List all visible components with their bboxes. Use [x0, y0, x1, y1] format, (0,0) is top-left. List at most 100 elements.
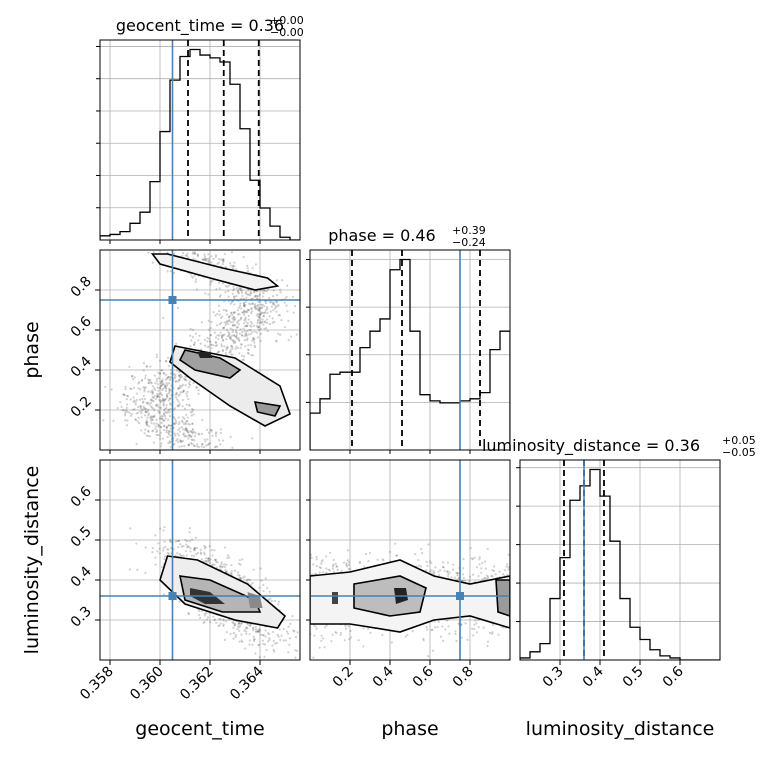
sample-point — [247, 314, 250, 317]
sample-point — [247, 293, 250, 296]
sample-point — [203, 338, 207, 341]
sample-point — [239, 624, 242, 627]
sample-point — [203, 614, 207, 617]
sample-point — [193, 341, 197, 344]
sample-point — [234, 622, 237, 626]
sample-point — [164, 398, 167, 401]
sample-point — [164, 417, 167, 420]
density-layer — [128, 526, 299, 675]
sample-point — [184, 429, 187, 432]
density-contour — [332, 592, 338, 604]
sample-point — [245, 632, 248, 635]
sample-point — [477, 626, 480, 629]
sample-point — [139, 406, 142, 410]
sample-point — [169, 369, 173, 372]
sample-point — [174, 540, 177, 543]
sample-point — [204, 258, 207, 261]
sample-point — [149, 416, 152, 419]
sample-point — [283, 301, 286, 304]
sample-point — [125, 398, 128, 401]
sample-point — [189, 547, 192, 550]
sample-point — [110, 388, 113, 391]
sample-point — [221, 282, 224, 285]
sample-point — [239, 576, 242, 580]
sample-point — [135, 542, 138, 545]
sample-point — [272, 309, 275, 312]
sample-point — [288, 637, 292, 640]
scatter-panel-phase-vs-geocent-time: 0.20.40.60.8 — [68, 249, 301, 454]
sample-point — [189, 550, 192, 553]
sample-point — [146, 402, 149, 405]
sample-point — [261, 303, 264, 306]
sample-point — [232, 267, 235, 270]
sample-point — [215, 344, 219, 347]
sample-point — [234, 268, 238, 271]
sample-point — [231, 328, 234, 332]
sample-point — [174, 373, 177, 376]
sample-point — [323, 646, 326, 649]
sample-point — [147, 412, 151, 415]
sample-point — [163, 555, 167, 558]
sample-point — [229, 350, 232, 353]
sample-point — [247, 333, 250, 336]
sample-point — [142, 405, 145, 408]
sample-point — [164, 410, 167, 414]
sample-point — [169, 540, 172, 543]
sample-point — [167, 382, 171, 385]
sample-point — [193, 548, 196, 551]
sample-point — [162, 412, 166, 415]
sample-point — [245, 331, 248, 335]
sample-point — [212, 344, 215, 347]
sample-point — [492, 569, 496, 573]
sample-point — [152, 415, 155, 418]
sample-point — [217, 257, 221, 260]
sample-point — [179, 554, 182, 557]
sample-point — [252, 639, 256, 643]
y-tick-label: 0.2 — [68, 394, 95, 421]
sample-point — [265, 648, 268, 652]
sample-point — [263, 311, 266, 315]
sample-point — [259, 633, 263, 636]
sample-point — [242, 327, 245, 330]
sample-point — [197, 445, 201, 449]
sample-point — [167, 364, 171, 368]
sample-point — [208, 545, 211, 548]
sample-point — [266, 311, 269, 315]
sample-point — [471, 558, 474, 561]
sample-point — [157, 433, 160, 436]
sample-point — [203, 620, 206, 623]
sample-point — [216, 313, 219, 316]
sample-point — [200, 321, 204, 324]
sample-point — [340, 631, 343, 635]
sample-point — [157, 377, 160, 380]
sample-point — [174, 420, 178, 423]
injection-marker — [168, 296, 177, 304]
sample-point — [173, 376, 176, 380]
sample-point — [233, 303, 236, 306]
sample-point — [211, 554, 214, 557]
sample-point — [272, 630, 275, 634]
sample-point — [227, 295, 230, 298]
sample-point — [190, 430, 193, 433]
sample-point — [268, 323, 272, 326]
sample-point — [144, 377, 147, 380]
sample-point — [461, 579, 464, 582]
sample-point — [368, 551, 372, 554]
sample-point — [230, 338, 233, 341]
sample-point — [155, 422, 158, 425]
sample-point — [251, 582, 254, 585]
sample-point — [146, 410, 149, 413]
sample-point — [234, 330, 237, 334]
sample-point — [281, 673, 283, 675]
sample-point — [162, 529, 165, 532]
sample-point — [328, 569, 331, 572]
sample-point — [257, 306, 260, 309]
sample-point — [287, 319, 290, 322]
sample-point — [173, 407, 177, 410]
sample-point — [225, 631, 228, 634]
sample-point — [259, 567, 262, 570]
sample-point — [243, 575, 246, 578]
sample-point — [312, 563, 315, 566]
sample-point — [185, 394, 189, 398]
sample-point — [207, 293, 210, 296]
